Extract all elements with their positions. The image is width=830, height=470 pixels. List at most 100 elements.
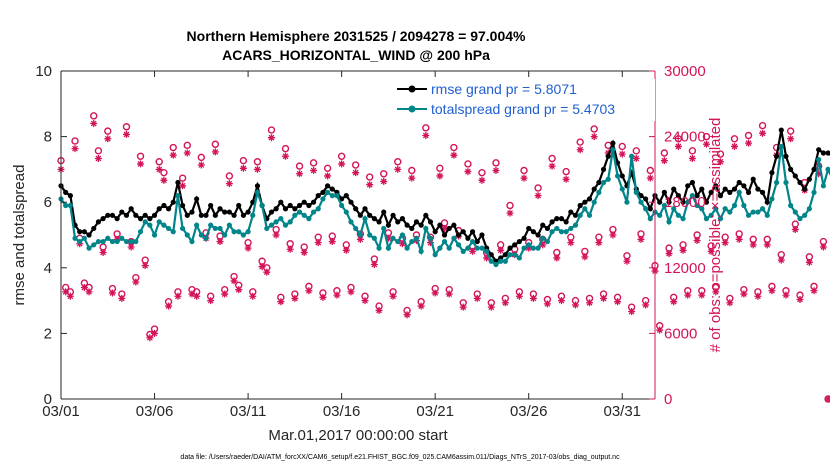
rmse-point [530, 229, 536, 235]
totalspread-point [797, 216, 803, 222]
legend-rmse-marker [408, 85, 416, 93]
totalspread-point [586, 212, 593, 218]
rmse-point [296, 202, 303, 209]
totalspread-point [292, 212, 298, 218]
rmse-point [194, 196, 200, 202]
obs-assimilated-point [777, 256, 785, 264]
obs-possible-point [295, 162, 304, 170]
rmse-point [474, 238, 480, 245]
rmse-point [91, 225, 97, 232]
obs-assimilated-point [244, 244, 252, 252]
y-left-tick-label: 10 [35, 63, 52, 80]
totalspread-point [460, 248, 466, 254]
legend: rmse grand pr = 5.8071 totalspread grand… [393, 79, 655, 121]
obs-assimilated-point [314, 239, 322, 247]
obs-assimilated-point [183, 149, 191, 157]
obs-assimilated-point [296, 170, 304, 178]
rmse-point [750, 176, 756, 182]
totalspread-point [769, 196, 775, 202]
legend-box [393, 79, 655, 121]
obs-assimilated-point [595, 239, 603, 247]
obs-assimilated-point [80, 283, 88, 291]
obs-assimilated-point [824, 395, 830, 403]
obs-assimilated-point [501, 299, 509, 307]
totalspread-point [736, 189, 742, 195]
totalspread-point [231, 229, 237, 235]
rmse-point [348, 199, 354, 205]
rmse-point [310, 199, 317, 205]
rmse-point [727, 189, 733, 195]
totalspread-point [175, 193, 181, 199]
totalspread-point [455, 242, 462, 248]
totalspread-point [675, 212, 681, 218]
rmse-point [137, 216, 144, 222]
rmse-point [212, 212, 218, 218]
totalspread-point [161, 222, 167, 228]
totalspread-point [554, 225, 560, 232]
obs-assimilated-point [169, 151, 177, 159]
rmse-point [273, 206, 279, 212]
totalspread-point [703, 216, 710, 222]
rmse-point [315, 193, 321, 199]
rmse-point [736, 179, 742, 186]
totalspread-point [493, 261, 499, 268]
obs-possible-point [104, 127, 112, 135]
totalspread-point [764, 212, 770, 218]
totalspread-point [264, 225, 270, 232]
totalspread-point [353, 225, 359, 232]
obs-possible-point [253, 158, 262, 166]
totalspread-point [151, 232, 158, 238]
rmse-point [381, 209, 387, 215]
totalspread-point [526, 242, 532, 248]
obs-possible-point [702, 132, 711, 141]
rmse-point [591, 186, 597, 192]
totalspread-point [165, 225, 172, 232]
data-file-footnote: data file: /Users/raeder/DAI/ATM_forcXX/… [180, 454, 620, 461]
rmse-point [268, 209, 275, 215]
totalspread-point [544, 238, 551, 245]
obs-assimilated-point [450, 151, 458, 159]
rmse-point [409, 225, 415, 232]
totalspread-point [245, 229, 251, 235]
obs-assimilated-point [155, 165, 163, 173]
obs-possible-point [450, 143, 458, 152]
totalspread-point [240, 232, 247, 238]
rmse-point [437, 222, 443, 228]
obs-assimilated-point [431, 289, 439, 297]
rmse-point [549, 219, 555, 225]
totalspread-point [203, 235, 209, 241]
obs-assimilated-point [646, 174, 654, 182]
totalspread-point [348, 219, 354, 225]
rmse-point [694, 193, 700, 199]
rmse-point [703, 199, 710, 205]
totalspread-point [741, 202, 747, 209]
totalspread-point [549, 229, 555, 235]
totalspread-point [385, 245, 392, 251]
obs-possible-point [90, 112, 98, 120]
rmse-point [399, 216, 406, 222]
totalspread-point [512, 252, 518, 258]
obs-assimilated-point [361, 297, 369, 305]
totalspread-point [596, 189, 602, 195]
rmse-point [558, 216, 565, 222]
obs-assimilated-point [464, 168, 472, 176]
totalspread-point [259, 202, 265, 209]
rmse-point [301, 199, 307, 205]
obs-possible-point [436, 164, 444, 173]
legend-spread-marker [408, 105, 416, 113]
obs-assimilated-point [520, 174, 528, 182]
obs-assimilated-point [118, 294, 126, 302]
totalspread-point [591, 199, 597, 205]
rmse-point [605, 153, 611, 159]
obs-assimilated-point [543, 300, 551, 308]
rmse-point [114, 216, 120, 222]
rmse-point [783, 153, 789, 159]
obs-assimilated-point [66, 292, 74, 300]
rmse-point [568, 209, 574, 215]
rmse-point [774, 153, 780, 159]
obs-assimilated-point [230, 277, 238, 285]
rmse-point [133, 212, 139, 218]
rmse-point [820, 150, 826, 156]
obs-assimilated-point [132, 278, 140, 286]
totalspread-point [413, 235, 420, 241]
